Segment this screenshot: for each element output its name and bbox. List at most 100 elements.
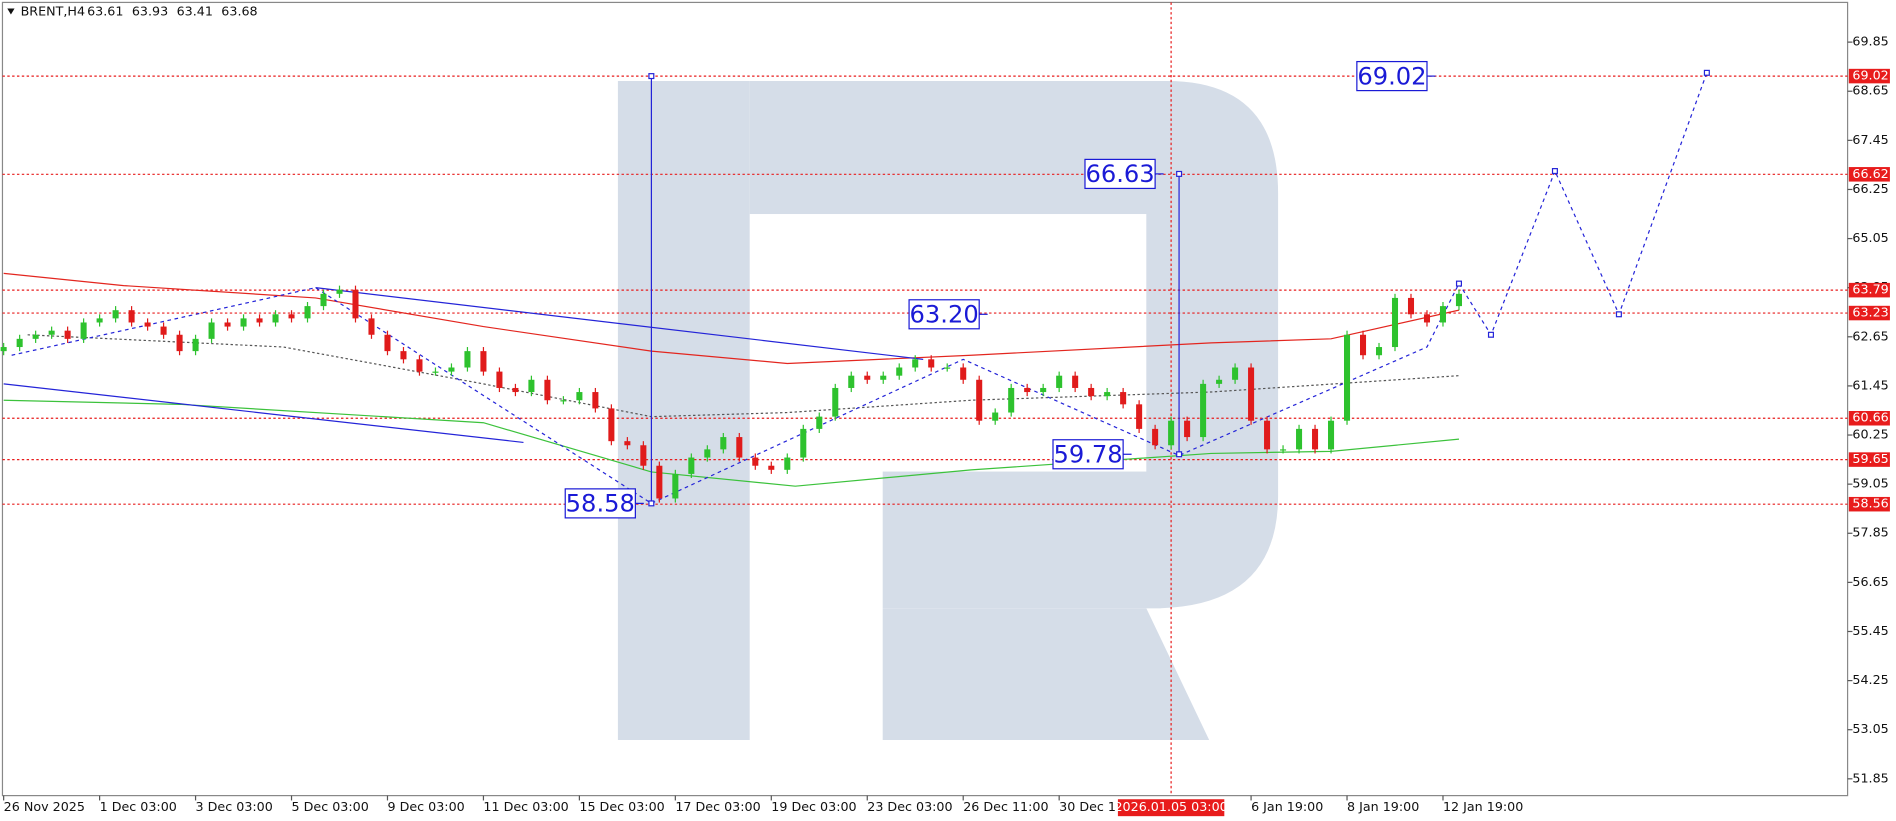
level-tag-label: 59.65 — [1852, 451, 1888, 466]
x-tick-label: 15 Dec 03:00 — [579, 799, 664, 814]
candle-body — [944, 367, 951, 369]
candle-body — [496, 371, 503, 388]
menu-triangle[interactable] — [7, 8, 15, 15]
candle-body — [800, 428, 807, 458]
candle-body — [288, 314, 295, 319]
forecast-point — [1703, 69, 1710, 76]
span-handle — [1176, 451, 1183, 458]
candle-body — [1232, 367, 1239, 380]
candle-body — [192, 338, 199, 352]
candle-body — [368, 318, 375, 335]
y-tick-label: 62.65 — [1852, 328, 1888, 343]
candle-body — [208, 322, 215, 339]
candle-body — [752, 457, 759, 466]
x-tick-label: 17 Dec 03:00 — [675, 799, 760, 814]
candle-body — [544, 379, 551, 401]
candle-body — [272, 314, 279, 323]
candle-body — [688, 457, 695, 474]
candle-body — [1280, 449, 1287, 451]
y-tick-label: 69.85 — [1852, 34, 1888, 49]
moving-average — [3, 399, 1460, 487]
candle-body — [1072, 375, 1079, 388]
candle-body — [448, 367, 455, 372]
candle-body — [528, 379, 535, 393]
candle-body — [1344, 334, 1351, 421]
candle-body — [1216, 379, 1223, 384]
candle-body — [608, 408, 615, 442]
candle-body — [848, 375, 855, 388]
level-tag-label: 63.79 — [1852, 282, 1888, 297]
moving-average — [27, 334, 1460, 418]
y-tick-label: 51.85 — [1852, 770, 1888, 785]
x-tick-label: 1 Dec 03:00 — [100, 799, 177, 814]
candle-body — [720, 437, 727, 450]
candle-body — [1168, 420, 1175, 446]
y-tick-label: 59.05 — [1852, 476, 1888, 491]
x-tick-label: 9 Dec 03:00 — [387, 799, 464, 814]
symbol-title: BRENT,H4 — [21, 4, 85, 19]
candle-body — [112, 310, 119, 319]
forecast-point — [1487, 331, 1494, 338]
candle-body — [464, 351, 471, 368]
x-tick-label: 26 Dec 11:00 — [963, 799, 1048, 814]
trend-line — [3, 383, 524, 444]
annotation-label: 63.20 — [910, 301, 979, 329]
candle-body — [960, 367, 967, 380]
candle-body — [80, 322, 87, 339]
level-tag-label: 58.56 — [1852, 496, 1888, 511]
candle-body — [864, 375, 871, 380]
candle-body — [384, 334, 391, 352]
candle-body — [1248, 367, 1255, 421]
annotation-label: 59.78 — [1053, 440, 1122, 468]
x-tick-label: 6 Jan 19:00 — [1251, 799, 1323, 814]
candle-body — [400, 351, 407, 360]
plot-layer: 69.02 66.63 63.20 59.78 58.58 — [0, 2, 1848, 796]
candle-body — [1359, 334, 1367, 356]
level-tag-label: 66.62 — [1852, 166, 1888, 181]
candle-body — [1264, 420, 1271, 450]
time-marker-tag — [1117, 799, 1225, 817]
candle-body — [624, 441, 631, 446]
y-tick-label: 57.85 — [1852, 525, 1888, 540]
quote-value: 63.93 — [132, 4, 168, 19]
candle-body — [1423, 314, 1431, 323]
span-handle — [648, 500, 655, 507]
candle-body — [1056, 375, 1063, 388]
annotation-box — [1356, 60, 1428, 92]
annotation-box — [564, 488, 636, 519]
candle-body — [336, 289, 343, 294]
candle-body — [352, 289, 359, 319]
x-tick-label: 8 Jan 19:00 — [1347, 799, 1419, 814]
annotation-box — [1084, 158, 1156, 190]
candle-body — [1104, 392, 1111, 397]
candle-body — [160, 326, 167, 335]
annotation-box — [1052, 439, 1124, 470]
level-tag-label: 69.02 — [1852, 68, 1888, 83]
x-tick-label: 11 Dec 03:00 — [483, 799, 568, 814]
candle-body — [144, 322, 151, 327]
candle-body — [560, 400, 567, 402]
candle-body — [304, 306, 311, 319]
candle-body — [1136, 404, 1143, 429]
candle-body — [1088, 387, 1095, 397]
candle-body — [880, 375, 887, 380]
candle-body — [480, 351, 487, 372]
candle-body — [1120, 392, 1127, 405]
level-tag — [1848, 452, 1890, 467]
candle-body — [992, 412, 999, 421]
forecast-point — [1455, 280, 1462, 287]
candle-body — [672, 473, 679, 499]
candle-body — [1439, 306, 1447, 323]
candle-body — [576, 392, 583, 401]
annotation-label: 66.63 — [1085, 160, 1154, 188]
candle-body — [816, 416, 823, 429]
x-tick-label: 12 Jan 19:00 — [1443, 799, 1523, 814]
candle-body — [128, 310, 135, 323]
candle-body — [0, 347, 7, 352]
candle-body — [176, 334, 183, 352]
candle-body — [512, 387, 519, 393]
candle-body — [1375, 347, 1383, 356]
y-tick-label: 68.65 — [1852, 83, 1888, 98]
x-tick-label: 19 Dec 03:00 — [771, 799, 856, 814]
x-tick-label: 3 Dec 03:00 — [196, 799, 273, 814]
